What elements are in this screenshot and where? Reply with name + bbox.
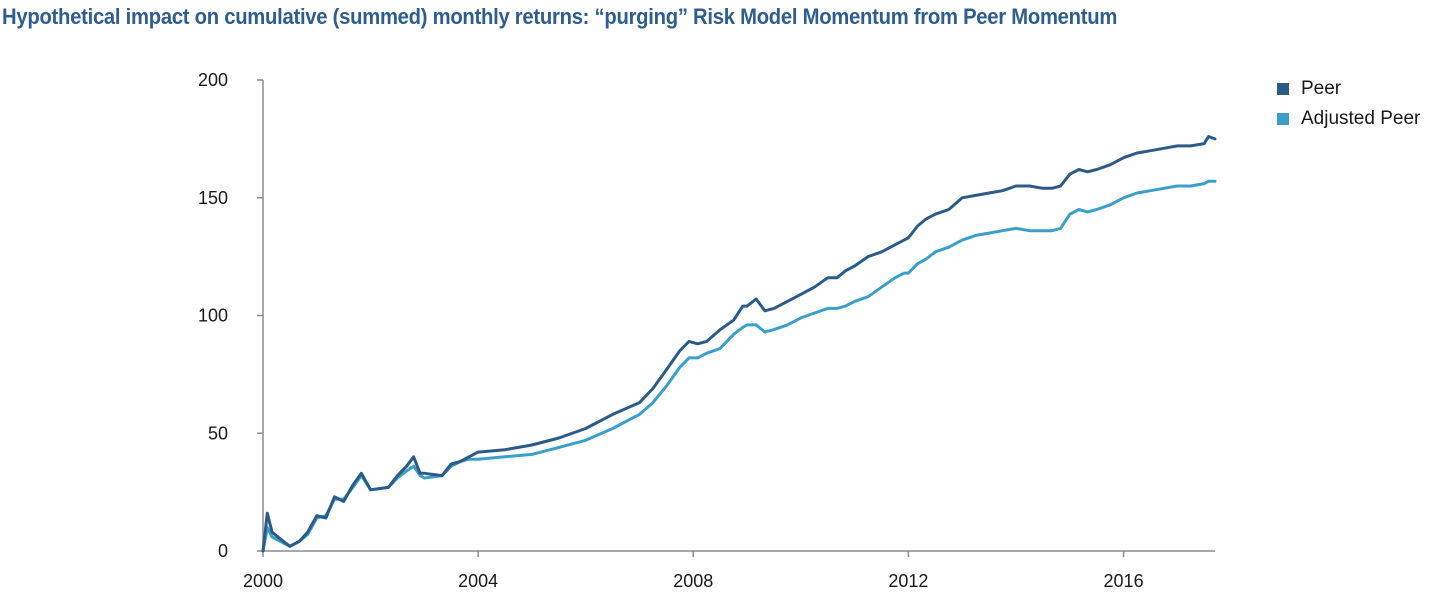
axes: 0 50 100 150 200 2000 2004 2008 2012 2016: [198, 70, 1215, 591]
series-line-adjusted-peer: [261, 179, 1217, 553]
x-tick-label: 2012: [888, 571, 928, 591]
y-tick-label: 0: [218, 541, 228, 561]
x-tick-label: 2008: [673, 571, 713, 591]
series-line-peer: [261, 135, 1217, 553]
legend-item-adjusted-peer: Adjusted Peer: [1277, 104, 1420, 134]
legend-label-peer: Peer: [1301, 78, 1342, 99]
series-layer: [261, 135, 1217, 553]
x-tick-label: 2016: [1104, 571, 1144, 591]
legend: Peer Adjusted Peer: [1277, 74, 1420, 134]
chart-title: Hypothetical impact on cumulative (summe…: [2, 4, 1118, 29]
y-tick-label: 200: [198, 70, 228, 90]
y-tick-label: 50: [208, 423, 228, 443]
legend-label-adjusted-peer: Adjusted Peer: [1301, 108, 1421, 129]
legend-swatch-adjusted-peer: [1277, 113, 1289, 125]
y-tick-label: 150: [198, 188, 228, 208]
x-tick-label: 2004: [458, 571, 498, 591]
x-tick-label: 2000: [243, 571, 283, 591]
legend-item-peer: Peer: [1277, 74, 1420, 104]
legend-swatch-peer: [1277, 83, 1289, 95]
y-tick-label: 100: [198, 306, 228, 326]
